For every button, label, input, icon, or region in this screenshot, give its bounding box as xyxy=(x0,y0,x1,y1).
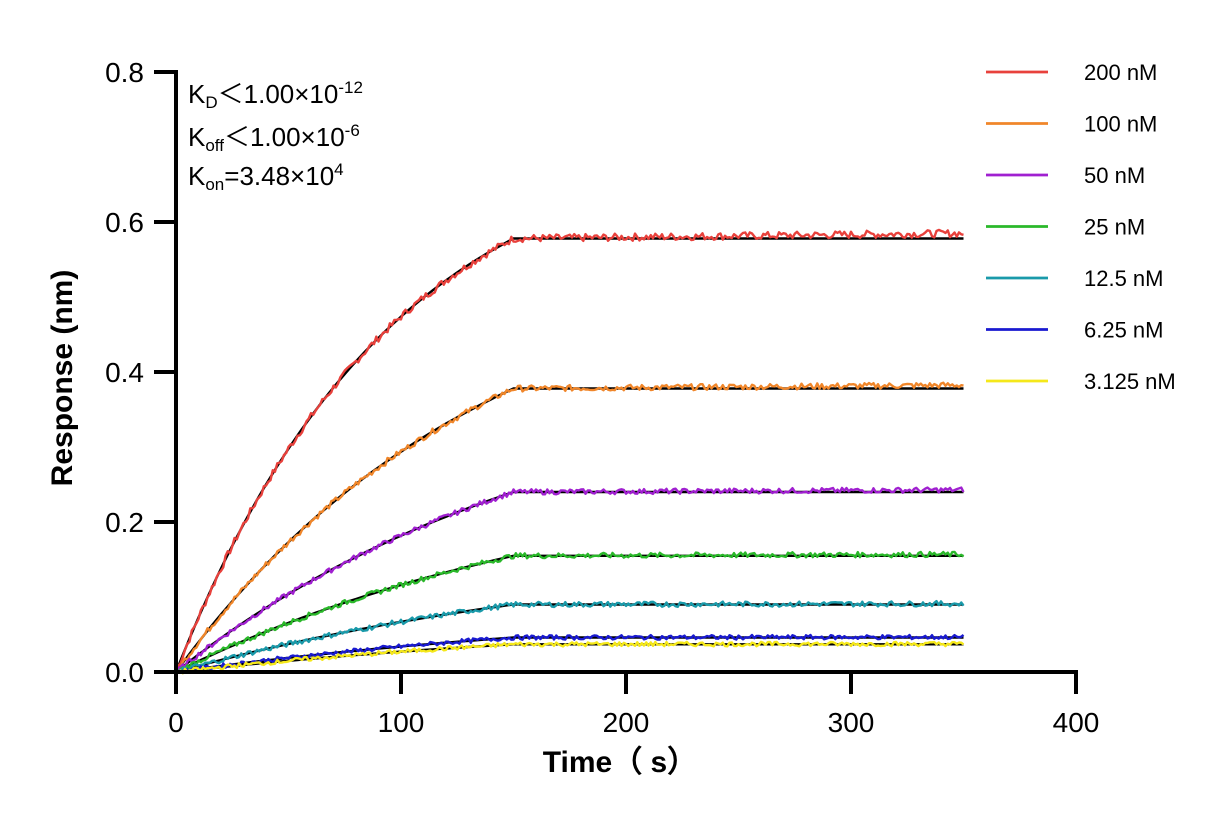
y-tick-label: 0.6 xyxy=(105,207,144,238)
koff-annotation: Koff＜1.00×10-6 xyxy=(188,117,360,156)
kon-symbol: K xyxy=(188,161,206,191)
kd-exponent: -12 xyxy=(338,78,363,97)
legend-label: 100 nM xyxy=(1084,112,1157,137)
legend-label: 12.5 nM xyxy=(1084,266,1164,291)
legend-label: 50 nM xyxy=(1084,163,1145,188)
series-curve xyxy=(174,228,964,673)
y-tick-label: 0.4 xyxy=(105,357,144,388)
koff-relation: ＜ xyxy=(223,122,250,152)
y-tick-label: 0.2 xyxy=(105,507,144,538)
series-curve xyxy=(175,640,965,675)
koff-symbol: K xyxy=(188,122,206,152)
kd-symbol: K xyxy=(188,79,206,109)
series-curve xyxy=(175,599,965,674)
kon-annotation: Kon=3.48×104 xyxy=(188,160,344,195)
legend-label: 6.25 nM xyxy=(1084,318,1164,343)
x-tick-label: 0 xyxy=(168,707,184,738)
y-axis-title: Response (nm) xyxy=(46,270,79,487)
legend-label: 3.125 nM xyxy=(1084,369,1176,394)
y-tick-label: 0.8 xyxy=(105,57,144,88)
kd-relation: ＜ xyxy=(217,79,244,109)
koff-mantissa: 1.00×10 xyxy=(249,122,345,152)
kon-mantissa: 3.48×10 xyxy=(239,161,335,191)
x-tick-label: 100 xyxy=(378,707,425,738)
series-curve xyxy=(174,381,964,673)
fit-curve xyxy=(175,387,964,673)
koff-exponent: -6 xyxy=(344,121,360,140)
series-curve xyxy=(174,486,965,673)
x-tick-label: 200 xyxy=(603,707,650,738)
legend-label: 25 nM xyxy=(1084,215,1145,240)
fit-curve xyxy=(175,636,964,674)
kon-subscript: on xyxy=(205,175,225,194)
kon-exponent: 4 xyxy=(334,160,344,179)
kd-subscript: D xyxy=(205,93,218,112)
x-tick-label: 300 xyxy=(828,707,875,738)
kd-annotation: KD＜1.00×10-12 xyxy=(188,74,363,113)
kon-relation: = xyxy=(224,161,240,191)
kd-mantissa: 1.00×10 xyxy=(243,79,339,109)
x-axis-title: Time（ s） xyxy=(543,745,698,779)
legend: 200 nM 100 nM 50 nM 25 nM 12.5 nM 6.25 nM 3.12… xyxy=(986,60,1176,394)
x-tick-label: 400 xyxy=(1053,707,1100,738)
series-curve xyxy=(175,550,965,674)
y-tick-label: 0.0 xyxy=(105,657,144,688)
data-curves xyxy=(174,228,965,675)
legend-label: 200 nM xyxy=(1084,60,1157,85)
koff-subscript: off xyxy=(205,136,224,155)
axis-ticks: 0 100 200 300 400 0.0 0.2 0.4 0.6 0.8 xyxy=(105,57,1099,738)
